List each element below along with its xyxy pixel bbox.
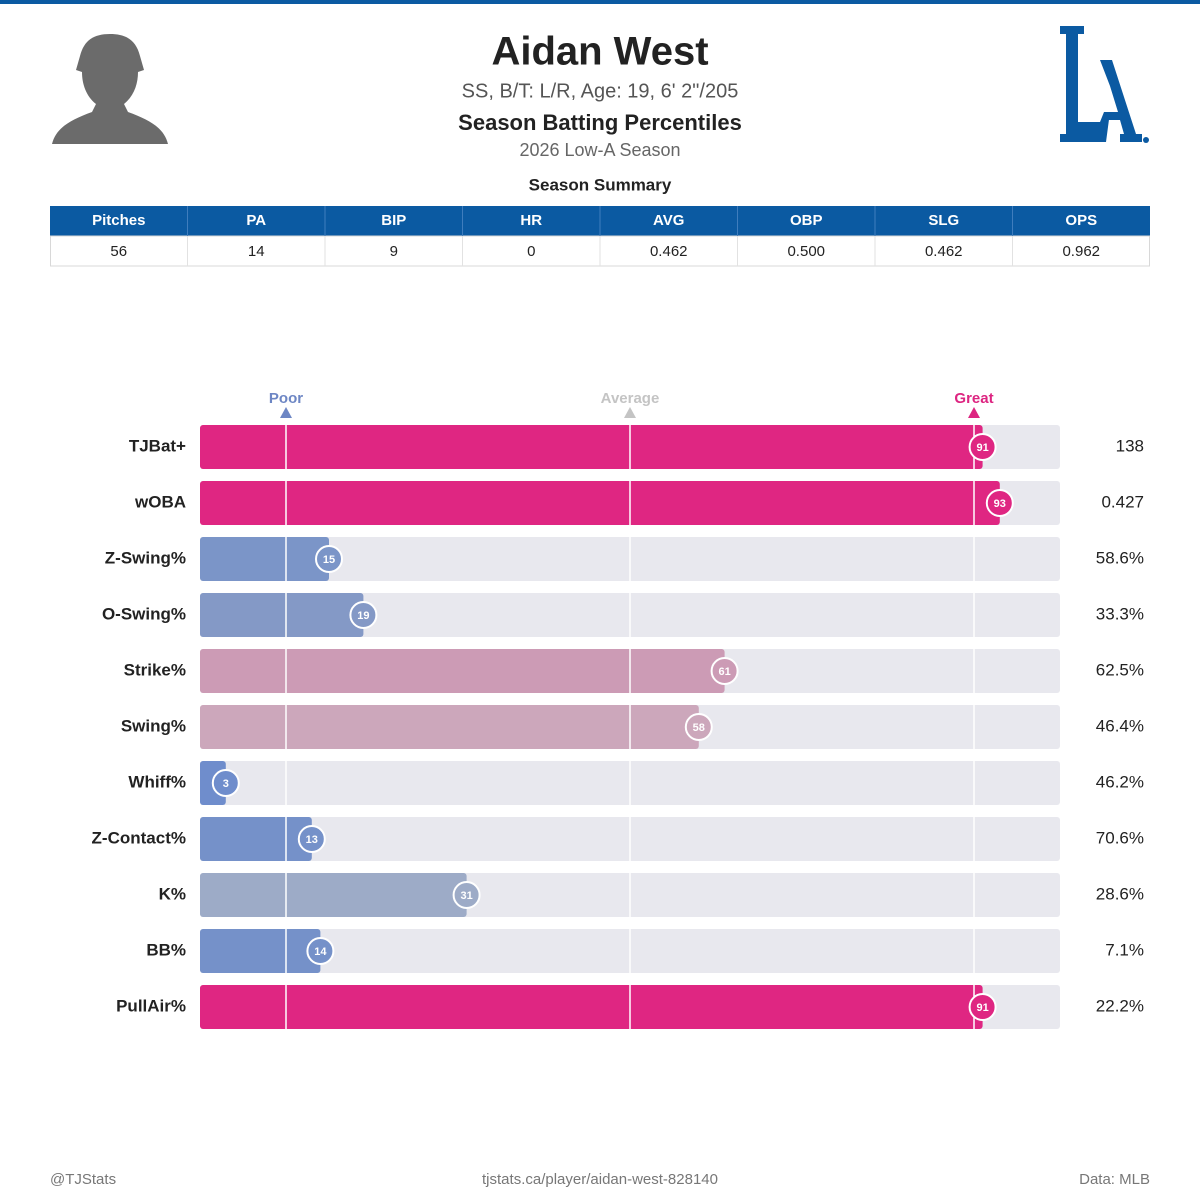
category-label: Z-Swing% — [105, 548, 186, 567]
percentile-bubble — [985, 489, 1014, 517]
table-cell: 56 — [110, 243, 127, 260]
table-cell: 0.462 — [650, 243, 688, 260]
percentile-label: 91 — [976, 442, 988, 454]
section-title: Season Batting Percentiles — [458, 110, 742, 135]
bar — [200, 817, 312, 861]
stat-value: 138 — [1116, 436, 1144, 455]
table-header: BIP — [381, 212, 406, 229]
stat-value: 33.3% — [1096, 604, 1144, 623]
percentile-label: 19 — [357, 610, 369, 622]
category-label: PullAir% — [116, 996, 186, 1015]
percentile-label: 14 — [314, 946, 327, 958]
player-silhouette — [52, 34, 168, 144]
bar — [200, 705, 699, 749]
percentile-bubble — [452, 881, 481, 909]
percentile-bubble — [297, 825, 326, 853]
stat-value: 46.2% — [1096, 772, 1144, 791]
percentile-label: 15 — [323, 554, 335, 566]
percentile-label: 31 — [460, 890, 472, 902]
bar — [200, 929, 321, 973]
bar — [200, 537, 329, 581]
percentile-label: 58 — [693, 722, 705, 734]
table-header: AVG — [653, 212, 684, 229]
stat-value: 58.6% — [1096, 548, 1144, 567]
percentile-bubble — [349, 601, 378, 629]
percentile-bubble — [306, 937, 335, 965]
percentile-bubble — [315, 545, 343, 573]
table-header: OBP — [790, 212, 823, 229]
stat-value: 28.6% — [1096, 884, 1144, 903]
percentile-bubble — [211, 769, 240, 797]
category-label: BB% — [146, 940, 186, 959]
stat-value: 7.1% — [1105, 940, 1144, 959]
category-label: TJBat+ — [129, 436, 186, 455]
table-cell: 0.962 — [1062, 243, 1100, 260]
team-logo — [1060, 26, 1149, 143]
category-label: Z-Contact% — [92, 828, 186, 847]
bar — [200, 873, 467, 917]
percentile-bubble — [710, 657, 739, 685]
percentile-label: 91 — [976, 1002, 988, 1014]
percentile-bubble — [968, 993, 997, 1021]
subtitle: SS, B/T: L/R, Age: 19, 6' 2"/205 — [462, 80, 739, 102]
category-label: Strike% — [124, 660, 186, 679]
percentile-label: 3 — [223, 778, 229, 790]
table-header: Pitches — [92, 212, 145, 229]
bar — [200, 985, 983, 1029]
category-label: Swing% — [121, 716, 186, 735]
x-tick-label: Average — [601, 390, 660, 407]
x-tick-label: Poor — [269, 390, 303, 407]
bar — [200, 649, 725, 693]
category-label: K% — [159, 884, 186, 903]
stat-value: 62.5% — [1096, 660, 1144, 679]
bar — [200, 481, 1000, 525]
x-tick-label: Great — [954, 390, 993, 407]
top-rule — [0, 0, 1200, 4]
percentile-label: 61 — [718, 666, 730, 678]
summary-title: Season Summary — [529, 175, 672, 194]
table-header: SLG — [928, 212, 959, 229]
stat-value: 70.6% — [1096, 828, 1144, 847]
category-label: O-Swing% — [102, 604, 186, 623]
footer-right: Data: MLB — [1079, 1171, 1150, 1188]
percentile-bubble — [684, 713, 713, 741]
table-header: OPS — [1065, 212, 1097, 229]
x-tick-marker — [280, 407, 292, 418]
stat-value: 46.4% — [1096, 716, 1144, 735]
table-header: PA — [246, 212, 266, 229]
table-cell: 14 — [248, 243, 265, 260]
table-cell: 9 — [390, 243, 398, 260]
footer-left: @TJStats — [50, 1171, 116, 1188]
stat-value: 22.2% — [1096, 996, 1144, 1015]
title: Aidan West — [491, 30, 708, 74]
table-cell: 0.462 — [925, 243, 963, 260]
stat-value: 0.427 — [1101, 492, 1144, 511]
percentile-label: 13 — [306, 834, 318, 846]
category-label: wOBA — [134, 492, 186, 511]
season-label: 2026 Low-A Season — [519, 140, 680, 160]
footer-center: tjstats.ca/player/aidan-west-828140 — [482, 1171, 718, 1188]
percentile-label: 93 — [994, 498, 1006, 510]
x-tick-marker — [624, 407, 636, 418]
table-cell: 0 — [527, 243, 535, 260]
x-tick-marker — [968, 407, 980, 418]
bar — [200, 593, 364, 637]
table-cell: 0.500 — [787, 243, 825, 260]
percentile-bubble — [968, 433, 997, 461]
bar — [200, 425, 983, 469]
table-header: HR — [520, 212, 542, 229]
category-label: Whiff% — [128, 772, 186, 791]
